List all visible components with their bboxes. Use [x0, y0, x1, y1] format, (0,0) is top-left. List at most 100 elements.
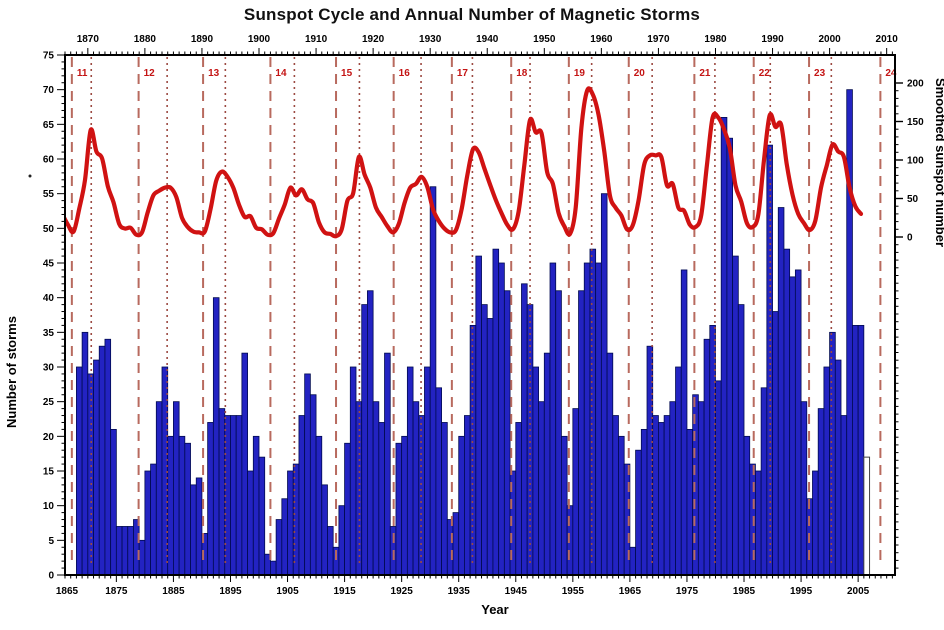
- storm-bar-1905: [287, 470, 294, 576]
- cycle-16-label: 16: [399, 68, 411, 79]
- top-tick-label-1970: 1970: [647, 34, 670, 45]
- top-tick-label-1880: 1880: [134, 34, 157, 45]
- storm-bar-1983: [732, 255, 739, 576]
- storm-bar-1910: [315, 435, 323, 576]
- storm-bar-1874: [110, 428, 117, 576]
- storm-bar-1958: [589, 248, 597, 576]
- storm-bar-1882: [155, 401, 163, 576]
- storm-bar-1904: [281, 498, 288, 576]
- storm-bar-1960: [600, 193, 608, 576]
- storm-bar-2000: [829, 331, 836, 576]
- storm-bar-1919: [367, 290, 374, 576]
- storm-bar-1998: [817, 408, 825, 576]
- storm-bar-1884: [167, 435, 174, 576]
- chart-title: Sunspot Cycle and Annual Number of Magne…: [243, 5, 701, 24]
- x-tick-label-1895: 1895: [219, 586, 242, 597]
- y-left-tick-label-30: 30: [43, 363, 55, 374]
- x-tick-label-1905: 1905: [276, 586, 299, 597]
- storm-bar-1935: [458, 435, 465, 576]
- sunspot-curve: [65, 86, 864, 239]
- storm-bar-1978: [703, 338, 711, 576]
- storm-bar-1961: [606, 352, 614, 576]
- storm-bar-1990: [772, 311, 779, 576]
- storm-bar-1993: [789, 276, 796, 576]
- storm-bar-1903: [275, 519, 283, 576]
- storm-bar-1953: [561, 435, 568, 576]
- cycle-17-label: 17: [457, 68, 469, 79]
- storm-bar-1994: [794, 269, 802, 576]
- storm-bar-1908: [304, 373, 311, 576]
- storm-bar-1969: [652, 415, 659, 576]
- storm-bar-1933: [446, 519, 454, 576]
- storm-bar-1907: [298, 415, 306, 576]
- storm-bar-1895: [230, 415, 237, 576]
- x-tick-label-1975: 1975: [676, 586, 699, 597]
- storm-bar-1971: [663, 415, 671, 576]
- x-axis-title: Year: [481, 602, 508, 617]
- storm-bar-1885: [173, 401, 180, 576]
- storm-bar-1973: [675, 366, 682, 576]
- y-left-tick-label-65: 65: [43, 120, 55, 131]
- y-right-axis-title: Smoothed sunspot number: [933, 78, 944, 247]
- cycle-19-label: 19: [574, 68, 586, 79]
- x-tick-label-1925: 1925: [391, 586, 414, 597]
- storm-bar-1965: [629, 546, 636, 576]
- storm-bar-1997: [812, 470, 819, 576]
- storm-bar-1897: [241, 352, 248, 576]
- top-tick-label-1940: 1940: [476, 34, 499, 45]
- storm-bar-1921: [378, 422, 385, 576]
- top-tick-label-1900: 1900: [248, 34, 271, 45]
- y-right-tick-label-200: 200: [907, 79, 924, 90]
- storm-bar-1936: [464, 415, 471, 576]
- top-tick-label-1950: 1950: [533, 34, 556, 45]
- storm-bar-1898: [247, 470, 254, 576]
- storm-bar-1952: [555, 290, 562, 576]
- cycle-22-label: 22: [759, 68, 771, 79]
- storm-bar-1915: [344, 442, 351, 576]
- storm-bar-1942: [498, 262, 505, 576]
- cycle-18-label: 18: [516, 68, 528, 79]
- storm-bar-2002: [840, 415, 848, 576]
- storm-bar-1912: [327, 526, 334, 576]
- x-tick-label-1965: 1965: [619, 586, 642, 597]
- x-tick-label-1935: 1935: [448, 586, 471, 597]
- y-left-tick-label-20: 20: [43, 432, 55, 443]
- storm-bar-1974: [680, 269, 688, 576]
- storm-bar-1914: [338, 505, 345, 576]
- top-tick-label-2010: 2010: [876, 34, 899, 45]
- y-right-tick-label-100: 100: [907, 156, 924, 167]
- storm-bar-1957: [583, 262, 591, 576]
- storm-bar-1893: [218, 408, 226, 576]
- cycle-14-label: 14: [275, 68, 287, 79]
- y-left-tick-label-0: 0: [48, 571, 54, 582]
- cycle-15-label: 15: [341, 68, 353, 79]
- sunspot-curve-path: [65, 86, 864, 239]
- cycle-21-label: 21: [699, 68, 711, 79]
- cycle-11-label: 11: [77, 68, 88, 79]
- storm-bar-1896: [235, 415, 243, 576]
- y-left-tick-label-5: 5: [48, 536, 54, 547]
- storm-bar-1929: [424, 366, 431, 576]
- x-tick-label-1915: 1915: [333, 586, 356, 597]
- storm-bar-1877: [127, 526, 134, 576]
- storm-bar-1927: [412, 401, 420, 576]
- storm-bar-1926: [406, 366, 414, 576]
- storm-bar-1918: [361, 304, 368, 576]
- storm-bar-1900: [258, 456, 266, 576]
- storm-bar-1872: [98, 345, 106, 576]
- storm-bar-1911: [321, 484, 328, 576]
- storm-bar-1992: [783, 248, 791, 576]
- storm-bar-1902: [270, 560, 277, 576]
- storm-bar-1988: [760, 387, 768, 576]
- storm-bar-1951: [549, 262, 557, 576]
- cycle-24-label: 24: [885, 68, 897, 79]
- cycle-13-label: 13: [208, 68, 220, 79]
- y-left-tick-label-45: 45: [43, 259, 55, 270]
- cycle-12-label: 12: [144, 68, 156, 79]
- storm-bar-1869: [81, 331, 89, 576]
- storm-bar-1999: [823, 366, 831, 576]
- storm-bars: [76, 89, 865, 576]
- y-left-tick-label-60: 60: [43, 155, 55, 166]
- storm-bar-1887: [184, 442, 191, 576]
